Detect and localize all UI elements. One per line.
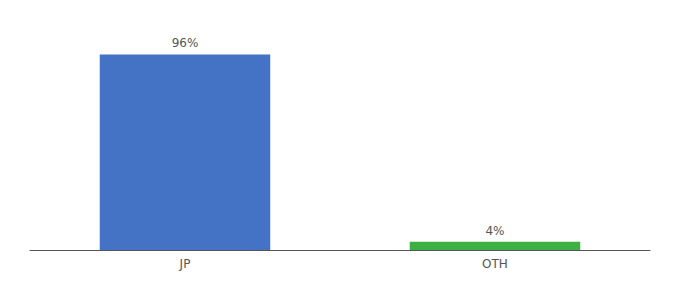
svg-text:OTH: OTH (482, 257, 508, 271)
svg-text:JP: JP (179, 257, 191, 271)
svg-text:96%: 96% (172, 36, 199, 50)
svg-text:4%: 4% (485, 224, 504, 238)
